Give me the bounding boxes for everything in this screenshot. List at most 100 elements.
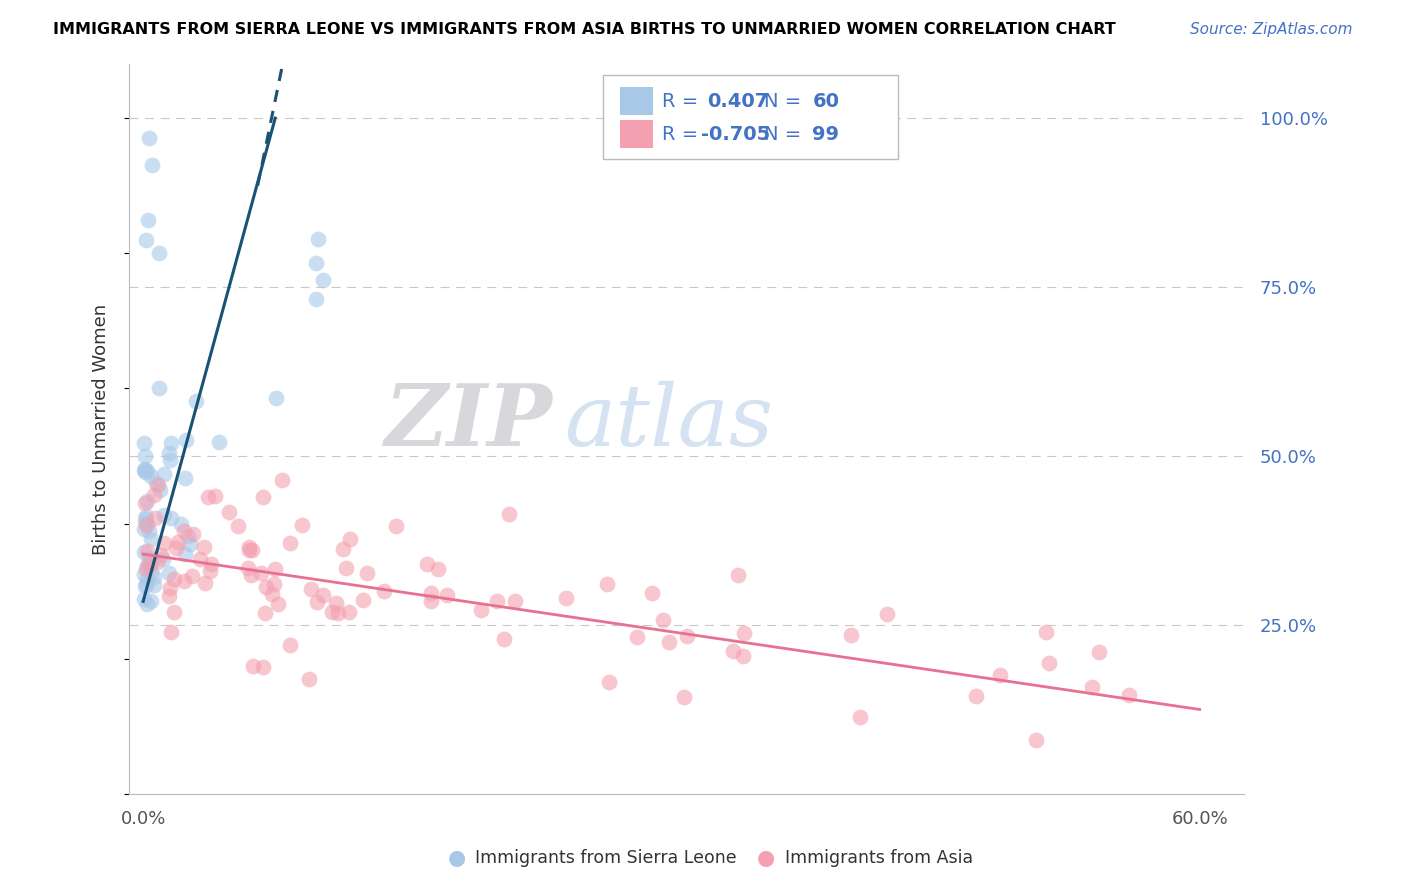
Point — [179, 537, 201, 551]
Point — [134, 579, 156, 593]
Point — [138, 131, 160, 145]
Point — [193, 541, 215, 555]
Point — [226, 518, 249, 533]
Point — [139, 532, 162, 546]
Point — [136, 517, 159, 532]
Point — [138, 555, 160, 569]
Y-axis label: Births to Unmarried Women: Births to Unmarried Women — [93, 303, 110, 555]
Point — [270, 473, 292, 487]
Point — [135, 597, 157, 611]
Point — [138, 558, 160, 572]
Point — [262, 587, 284, 601]
Point — [145, 476, 167, 491]
Point — [218, 504, 240, 518]
Point — [240, 567, 263, 582]
Point — [373, 584, 395, 599]
Point — [596, 577, 619, 591]
Point — [135, 517, 157, 532]
Point — [325, 596, 347, 610]
Point — [494, 632, 516, 646]
Text: -0.705: -0.705 — [702, 125, 770, 144]
Point — [143, 577, 166, 591]
Point — [254, 580, 277, 594]
Point — [264, 562, 287, 576]
Point — [416, 557, 439, 571]
Text: ●: ● — [758, 848, 775, 868]
Text: Immigrants from Sierra Leone: Immigrants from Sierra Leone — [475, 849, 737, 867]
Point — [326, 607, 349, 621]
FancyBboxPatch shape — [620, 120, 652, 148]
Point — [159, 452, 181, 467]
Point — [321, 605, 343, 619]
Text: Immigrants from Asia: Immigrants from Asia — [785, 849, 973, 867]
Point — [291, 518, 314, 533]
Point — [419, 594, 441, 608]
Point — [152, 508, 174, 522]
Point — [727, 567, 749, 582]
Point — [250, 566, 273, 580]
Point — [1038, 656, 1060, 670]
Point — [139, 565, 162, 579]
Point — [307, 595, 329, 609]
Point — [352, 593, 374, 607]
Point — [157, 589, 180, 603]
Point — [312, 589, 335, 603]
Text: ●: ● — [449, 848, 465, 868]
Point — [135, 509, 157, 524]
Point — [436, 588, 458, 602]
Text: N =: N = — [765, 92, 808, 111]
Point — [503, 594, 526, 608]
Point — [1081, 681, 1104, 695]
Point — [159, 511, 181, 525]
Point — [160, 625, 183, 640]
Point — [240, 543, 263, 558]
Point — [136, 558, 159, 573]
Point — [134, 512, 156, 526]
Point — [150, 549, 173, 563]
Point — [641, 586, 664, 600]
Point — [839, 628, 862, 642]
Point — [1118, 688, 1140, 702]
Point — [149, 483, 172, 497]
Point — [165, 541, 187, 555]
Point — [676, 629, 699, 643]
Point — [134, 516, 156, 531]
Point — [159, 445, 181, 459]
Point — [153, 467, 176, 481]
Point — [263, 576, 285, 591]
Text: R =: R = — [662, 92, 704, 111]
Point — [141, 556, 163, 570]
Point — [146, 555, 169, 569]
Point — [136, 572, 159, 586]
Point — [134, 496, 156, 510]
Point — [174, 548, 197, 562]
Point — [176, 433, 198, 447]
Point — [267, 598, 290, 612]
Point — [332, 542, 354, 557]
Point — [299, 582, 322, 597]
Point — [180, 569, 202, 583]
Point — [135, 544, 157, 558]
Point — [132, 462, 155, 476]
Point — [305, 256, 328, 270]
Point — [194, 576, 217, 591]
Text: Source: ZipAtlas.com: Source: ZipAtlas.com — [1189, 22, 1353, 37]
Point — [385, 518, 408, 533]
FancyBboxPatch shape — [603, 75, 898, 159]
Point — [143, 511, 166, 525]
Text: IMMIGRANTS FROM SIERRA LEONE VS IMMIGRANTS FROM ASIA BIRTHS TO UNMARRIED WOMEN C: IMMIGRANTS FROM SIERRA LEONE VS IMMIGRAN… — [53, 22, 1116, 37]
Point — [134, 566, 156, 581]
Point — [176, 529, 198, 543]
Point — [186, 393, 208, 408]
Point — [139, 594, 162, 608]
Point — [136, 212, 159, 227]
Point — [135, 577, 157, 591]
Point — [356, 566, 378, 581]
Point — [135, 562, 157, 576]
Point — [132, 592, 155, 607]
Point — [238, 540, 260, 554]
Point — [174, 470, 197, 484]
Point — [139, 469, 162, 483]
Point — [965, 690, 987, 704]
Point — [159, 581, 181, 595]
